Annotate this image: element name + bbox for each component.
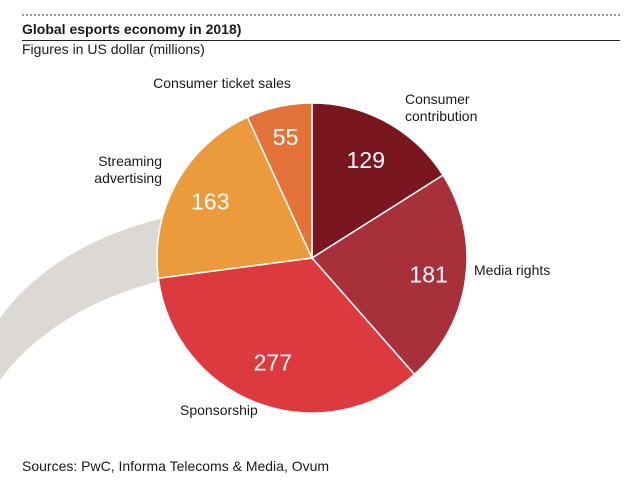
category-label-line: Media rights bbox=[474, 262, 550, 278]
pie-slice-streaming-advertising bbox=[156, 116, 314, 280]
pie-slice-consumer-contribution bbox=[311, 102, 445, 260]
category-label: Consumer ticket sales bbox=[153, 75, 291, 91]
value-label: 163 bbox=[191, 189, 229, 215]
category-label-line: Consumer ticket sales bbox=[153, 75, 291, 91]
title-divider bbox=[22, 40, 620, 41]
pie-value-labels: 129 181 277 163 55 bbox=[191, 124, 448, 376]
decorative-swoosh bbox=[0, 216, 175, 380]
value-label: 129 bbox=[347, 147, 385, 173]
pie-slice-media-rights bbox=[310, 174, 468, 376]
value-label: 277 bbox=[254, 350, 292, 376]
chart-title: Global esports economy in 2018) bbox=[22, 21, 242, 37]
source-note: Sources: PwC, Informa Telecoms & Media, … bbox=[22, 458, 330, 474]
pie-slices bbox=[156, 102, 468, 414]
category-label-line: Consumer bbox=[405, 91, 470, 107]
category-label-line: Streaming bbox=[98, 153, 162, 169]
pie-slice-consumer-ticket-sales bbox=[246, 102, 313, 259]
category-label-line: contribution bbox=[405, 108, 477, 124]
category-label-line: advertising bbox=[94, 170, 162, 186]
pie-category-labels: Consumer contribution Media rights Sponsors… bbox=[94, 75, 550, 418]
category-label: Streaming advertising bbox=[94, 153, 162, 186]
category-label: Media rights bbox=[474, 262, 550, 278]
category-label: Sponsorship bbox=[180, 402, 258, 418]
chart-subtitle: Figures in US dollar (millions) bbox=[22, 41, 205, 57]
category-label: Consumer contribution bbox=[405, 91, 477, 124]
chart-header: Global esports economy in 2018) Figures … bbox=[22, 14, 620, 58]
dotted-rule bbox=[22, 14, 620, 16]
value-label: 55 bbox=[273, 124, 299, 150]
value-label: 181 bbox=[409, 262, 447, 288]
category-label-line: Sponsorship bbox=[180, 402, 258, 418]
pie-slice-sponsorship bbox=[157, 257, 416, 414]
